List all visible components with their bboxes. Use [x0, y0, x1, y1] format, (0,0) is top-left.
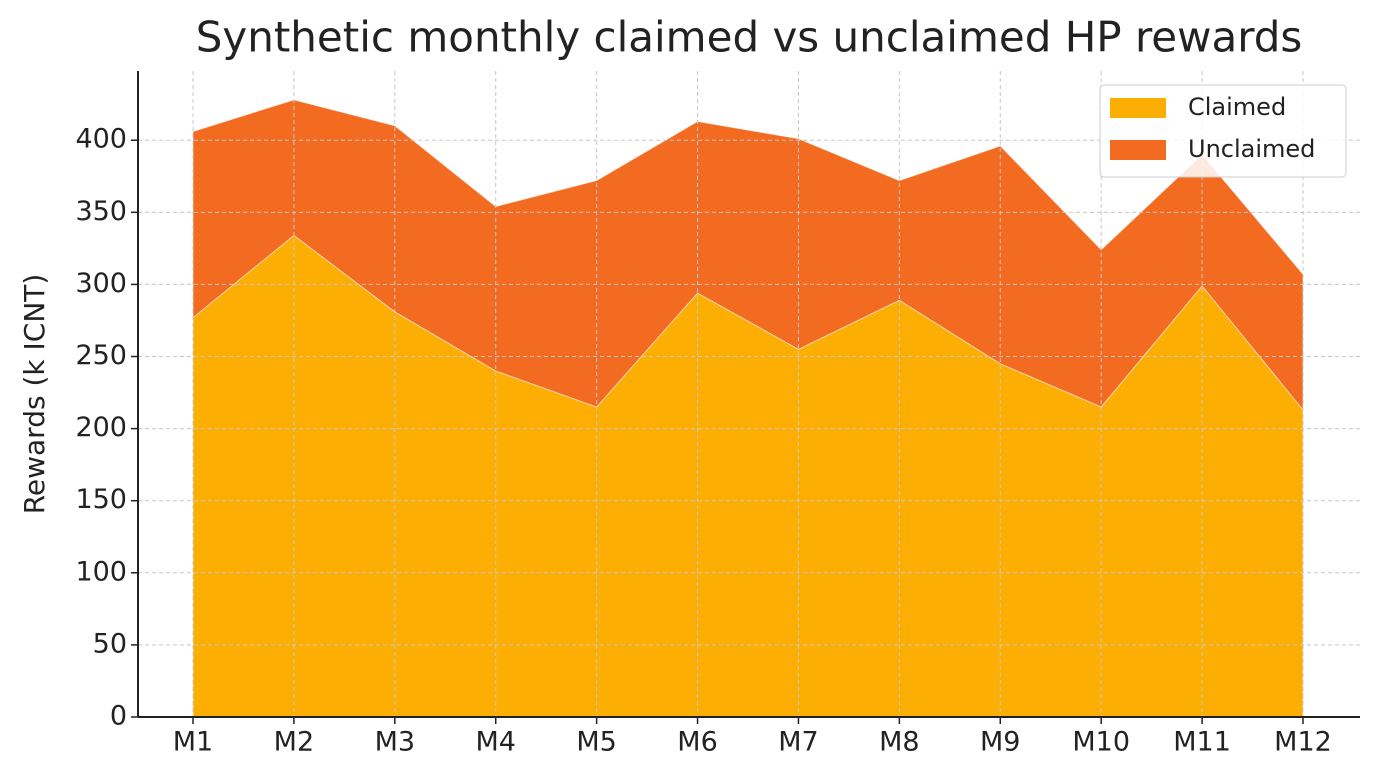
legend: Claimed Unclaimed	[1099, 84, 1347, 178]
y-tick-label: 0	[110, 701, 127, 732]
x-tick-label: M9	[980, 727, 1020, 758]
y-tick-label: 350	[75, 196, 127, 227]
x-tick-label: M7	[778, 727, 818, 758]
x-tick-label: M3	[375, 727, 415, 758]
legend-label: Claimed	[1188, 93, 1286, 121]
x-tick-label: M12	[1274, 727, 1332, 758]
legend-swatch	[1110, 140, 1166, 160]
x-tick-label: M4	[475, 727, 515, 758]
x-tick-label: M8	[879, 727, 919, 758]
areas	[192, 99, 1304, 718]
x-tick-label: M11	[1173, 727, 1231, 758]
y-tick-label: 300	[75, 268, 127, 299]
y-tick-label: 250	[75, 340, 127, 371]
x-tick-label: M6	[677, 727, 717, 758]
legend-label: Unclaimed	[1188, 135, 1315, 163]
chart-title: Synthetic monthly claimed vs unclaimed H…	[196, 13, 1303, 62]
x-tick-label: M10	[1072, 727, 1130, 758]
x-tick-label: M1	[173, 727, 213, 758]
y-tick-label: 100	[75, 556, 127, 587]
legend-swatch	[1110, 98, 1166, 118]
y-tick-label: 50	[93, 628, 127, 659]
y-tick-label: 400	[75, 124, 127, 155]
y-tick-label: 150	[75, 484, 127, 515]
y-axis-label: Rewards (k ICNT)	[18, 274, 51, 515]
x-tick-label: M2	[274, 727, 314, 758]
y-tick-label: 200	[75, 412, 127, 443]
x-tick-label: M5	[576, 727, 616, 758]
